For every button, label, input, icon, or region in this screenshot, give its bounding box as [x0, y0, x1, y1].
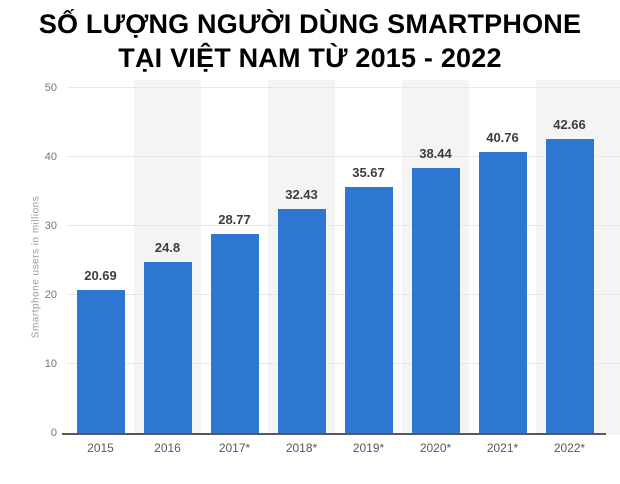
x-axis-line — [62, 433, 606, 435]
x-tick-label-2015: 2015 — [87, 441, 114, 455]
bar-value-label-2015: 20.69 — [84, 268, 117, 284]
y-tick-label-30: 30 — [44, 220, 57, 232]
y-tick-label-10: 10 — [44, 358, 57, 370]
chart-title-line-2: TẠI VIỆT NAM TỪ 2015 - 2022 — [118, 43, 502, 73]
bar-2017 — [210, 234, 259, 433]
y-tick-label-40: 40 — [44, 151, 57, 163]
bar-value-label-2016: 24.8 — [154, 239, 181, 255]
y-tick-label-0: 0 — [50, 427, 57, 439]
bar-value-label-2021: 40.76 — [486, 129, 519, 145]
bar-2022 — [545, 138, 594, 433]
chart-title-line-1: SỐ LƯỢNG NGƯỜI DÙNG SMARTPHONE — [38, 9, 582, 39]
gridline-30 — [67, 225, 620, 226]
gridline-40 — [67, 156, 620, 157]
x-tick-label-2017: 2017* — [218, 441, 251, 455]
bar-2018 — [277, 209, 326, 433]
bar-value-label-2020: 38.44 — [419, 145, 452, 161]
bar-value-label-2022: 42.66 — [553, 116, 586, 132]
x-tick-label-2020: 2020* — [419, 441, 452, 455]
bar-2021 — [478, 151, 527, 433]
bar-value-label-2018: 32.43 — [285, 187, 318, 203]
y-axis-label: Smartphone users in millions — [30, 195, 42, 339]
x-tick-label-2021: 2021* — [486, 441, 519, 455]
bar-2016 — [143, 261, 192, 433]
bar-2019 — [344, 186, 393, 433]
x-tick-label-2019: 2019* — [352, 441, 385, 455]
bar-2020 — [411, 167, 460, 433]
gridline-50 — [67, 87, 620, 88]
x-tick-label-2022: 2022* — [553, 441, 586, 455]
y-tick-label-20: 20 — [44, 289, 57, 301]
gridline-10 — [67, 363, 620, 364]
bar-value-label-2019: 35.67 — [352, 164, 385, 180]
x-tick-label-2018: 2018* — [285, 441, 318, 455]
y-tick-label-50: 50 — [44, 82, 57, 94]
bar-2015 — [76, 290, 125, 433]
chart-title: SỐ LƯỢNG NGƯỜI DÙNG SMARTPHONE TẠI VIỆT … — [0, 7, 620, 75]
gridline-20 — [67, 294, 620, 295]
x-tick-label-2016: 2016 — [154, 441, 181, 455]
bar-value-label-2017: 28.77 — [218, 212, 251, 228]
